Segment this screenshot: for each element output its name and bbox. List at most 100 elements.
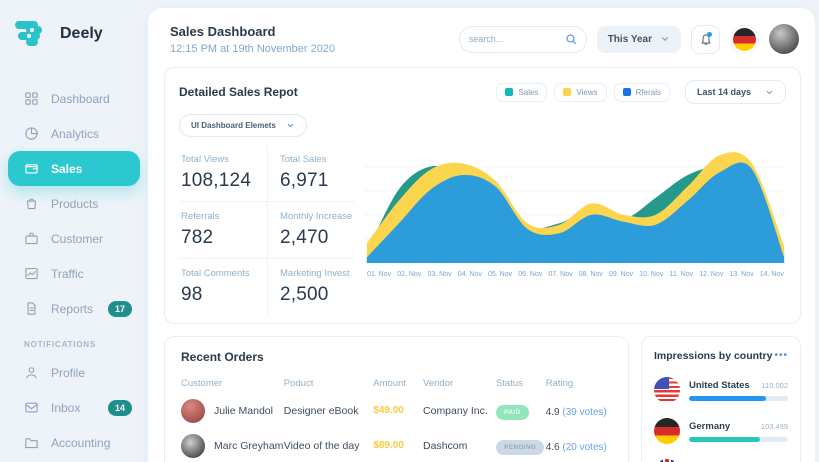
period-select-value: This Year — [607, 33, 652, 45]
stat-value: 6,971 — [280, 170, 329, 191]
sidebar-item-analytics[interactable]: Analytics — [0, 116, 148, 151]
stat-total-sales: Total Sales 6,971 — [267, 145, 355, 202]
user-avatar[interactable] — [769, 24, 799, 54]
votes-link[interactable]: (39 votes) — [562, 406, 607, 418]
x-axis-tick: 06. Nov — [518, 271, 543, 278]
page-header: Sales Dashboard 12:15 PM at 19th Novembe… — [148, 8, 815, 63]
language-button[interactable] — [730, 24, 759, 54]
us-flag-icon — [654, 377, 680, 403]
sidebar-item-accounting[interactable]: Accounting — [0, 425, 148, 460]
stat-referrals: Referrals 782 — [179, 202, 267, 259]
votes-link[interactable]: (20 votes) — [562, 441, 607, 453]
x-axis-tick: 02. Nov — [397, 271, 422, 278]
stat-monthly-increase: Monthly Increase 2,470 — [267, 202, 355, 259]
sidebar-item-products[interactable]: Products — [0, 186, 148, 221]
sidebar-item-traffic[interactable]: Traffic — [0, 256, 148, 291]
x-axis-tick: 10. Nov — [639, 271, 664, 278]
customer-name: Julie Mandol — [214, 404, 273, 417]
impression-detail: United States 110,002 — [689, 380, 788, 401]
x-axis-tick: 07. Nov — [548, 271, 573, 278]
stat-marketing-invest: Marketing Invest 2,500 — [267, 259, 355, 315]
rating-cell: 4.9 (39 votes) — [545, 406, 607, 418]
impressions-card: Impressions by country ••• United States… — [641, 336, 801, 462]
country-name: United States — [689, 379, 750, 391]
sidebar-item-profile[interactable]: Profile — [0, 355, 148, 390]
period-select[interactable]: This Year — [596, 25, 681, 53]
status-badge: PENDING — [495, 440, 545, 455]
product-cell: Video of the day — [283, 439, 360, 452]
customer-name: Marc Greyham — [214, 439, 284, 452]
x-axis-tick: 14. Nov — [759, 271, 784, 278]
wallet-icon — [24, 161, 39, 176]
x-axis-tick: 13. Nov — [729, 271, 754, 278]
brand-logo[interactable]: Deely — [0, 20, 148, 47]
main-panel: Sales Dashboard 12:15 PM at 19th Novembe… — [148, 8, 815, 462]
folder-icon — [24, 435, 39, 450]
amount-cell: $89.00 — [373, 440, 404, 451]
sidebar-item-label: Traffic — [51, 266, 84, 281]
page-title-block: Sales Dashboard 12:15 PM at 19th Novembe… — [170, 24, 335, 55]
column-header-customer: Customer — [181, 378, 223, 389]
user-icon — [24, 365, 39, 380]
sidebar-item-label: Analytics — [51, 126, 100, 141]
impression-row-us[interactable]: United States 110,002 — [654, 377, 788, 403]
x-axis-tick: 01. Nov — [367, 271, 392, 278]
search-input[interactable] — [468, 34, 565, 44]
legend-chip-views[interactable]: Views — [554, 82, 607, 102]
customer-cell: Marc Greyham — [181, 433, 284, 458]
progress-fill — [689, 395, 767, 401]
doc-icon — [24, 301, 39, 316]
order-row[interactable]: Marc Greyham Video of the day $89.00 Dashco… — [181, 428, 612, 462]
sidebar-item-inbox[interactable]: Inbox 14 — [0, 390, 148, 425]
vendor-cell: Company Inc. — [423, 404, 488, 417]
chart-legend: Sales Views Rferals Last 14 days — [496, 80, 786, 104]
status-cell: PENDING — [495, 436, 546, 455]
sidebar: Deely Dashboard Analytics Sales Products Cus… — [0, 0, 148, 462]
chart-x-axis: 01. Nov 02. Nov 03. Nov 04. Nov 05. Nov 06. N… — [365, 267, 786, 278]
legend-swatch — [563, 88, 572, 96]
sidebar-item-label: Sales — [51, 161, 83, 176]
chevron-down-icon — [661, 37, 669, 41]
order-row[interactable]: Julie Mandol Designer eBook $49.00 Company … — [181, 393, 612, 428]
mail-icon — [24, 400, 39, 415]
orders-table: Customer Poduct Amount Vendor Status Rating J… — [181, 374, 612, 462]
notifications-button[interactable] — [691, 24, 720, 54]
brand-name: Deely — [60, 24, 103, 42]
legend-chip-rferals[interactable]: Rferals — [613, 82, 670, 102]
range-select[interactable]: Last 14 days — [684, 80, 786, 104]
uk-flag-icon — [654, 459, 680, 462]
customer-avatar — [181, 433, 205, 458]
sales-card-title: Detailed Sales Repot — [179, 85, 298, 99]
sidebar-item-sales[interactable]: Sales — [8, 151, 140, 186]
x-axis-tick: 12. Nov — [699, 271, 724, 278]
customer-cell: Julie Mandol — [181, 398, 284, 423]
sidebar-item-label: Customer — [51, 231, 104, 246]
column-header-poduct: Poduct — [283, 378, 314, 389]
sidebar-item-label: Accounting — [51, 435, 111, 450]
stat-label: Marketing Invest — [280, 268, 350, 279]
more-options-icon[interactable]: ••• — [774, 350, 788, 361]
stat-total-comments: Total Comments 98 — [179, 259, 267, 315]
sidebar-item-customer[interactable]: Customer — [0, 221, 148, 256]
status-badge: PAID — [495, 405, 529, 420]
stat-label: Total Comments — [181, 268, 250, 279]
sidebar-item-dashboard[interactable]: Dashboard — [0, 81, 148, 116]
customer-avatar — [181, 398, 205, 423]
legend-label: Sales — [518, 87, 539, 97]
page-subtitle: 12:15 PM at 19th November 2020 — [170, 43, 336, 55]
legend-swatch — [622, 88, 631, 96]
legend-label: Rferals — [635, 87, 661, 97]
vendor-cell: Dashcom — [423, 439, 468, 452]
impression-row-de[interactable]: Germany 103,499 — [654, 418, 788, 444]
image-icon — [24, 266, 39, 281]
sidebar-item-label: Inbox — [51, 400, 81, 415]
search-box[interactable] — [458, 25, 587, 53]
sidebar-item-label: Products — [51, 196, 99, 211]
filter-select[interactable]: UI Dashboard Elemets — [179, 114, 307, 137]
stat-total-views: Total Views 108,124 — [179, 145, 267, 202]
legend-label: Views — [576, 87, 598, 97]
legend-chip-sales[interactable]: Sales — [496, 82, 548, 102]
area-chart[interactable] — [365, 145, 786, 267]
sidebar-item-reports[interactable]: Reports 17 — [0, 291, 148, 326]
x-axis-tick: 09. Nov — [609, 271, 634, 278]
